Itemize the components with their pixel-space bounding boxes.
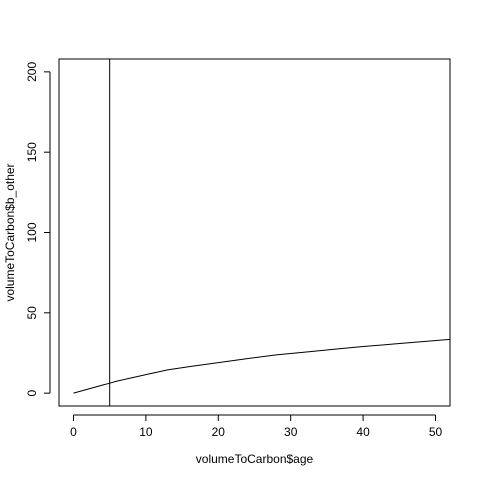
y-axis-label: volumeToCarbon$b_other bbox=[3, 163, 17, 301]
y-tick-label: 100 bbox=[25, 222, 39, 242]
plot-box bbox=[59, 59, 450, 406]
x-tick-label: 40 bbox=[356, 425, 370, 439]
y-axis: 0 50 100 150 200 bbox=[25, 62, 50, 397]
series-line bbox=[73, 339, 450, 393]
x-axis: 0 10 20 30 40 50 bbox=[70, 415, 442, 439]
x-tick-label: 10 bbox=[139, 425, 153, 439]
x-tick-label: 30 bbox=[284, 425, 298, 439]
x-tick-label: 20 bbox=[212, 425, 226, 439]
plot-lines bbox=[73, 59, 450, 406]
y-tick-label: 200 bbox=[25, 62, 39, 82]
x-tick-label: 0 bbox=[70, 425, 77, 439]
y-tick-label: 150 bbox=[25, 142, 39, 162]
x-axis-label: volumeToCarbon$age bbox=[196, 452, 314, 466]
y-tick-label: 0 bbox=[25, 389, 39, 396]
y-tick-label: 50 bbox=[25, 306, 39, 320]
x-tick-label: 50 bbox=[429, 425, 443, 439]
